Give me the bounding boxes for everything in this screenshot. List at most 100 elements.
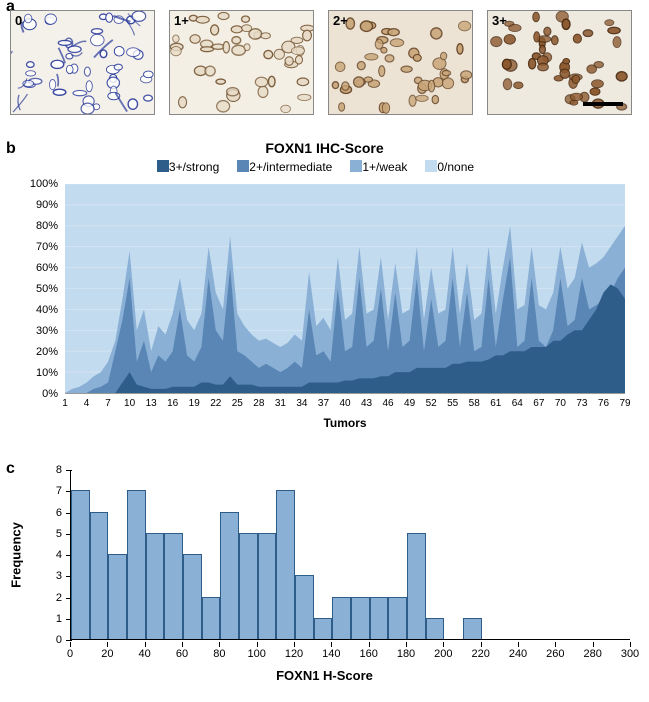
panel-c-xtick: 280 (583, 648, 601, 660)
panel-b-plot (65, 184, 625, 394)
panel-c-xtick: 140 (322, 648, 340, 660)
panel-b-xtick: 43 (361, 398, 372, 409)
histogram-bar (239, 533, 258, 639)
panel-b-legend: 3+/strong 2+/intermediate 1+/weak 0/none (10, 160, 639, 174)
panel-b-title: FOXN1 IHC-Score (10, 140, 639, 156)
histogram-bar (146, 533, 165, 639)
panel-b-xtick: 67 (533, 398, 544, 409)
panel-b: FOXN1 IHC-Score 3+/strong 2+/intermediat… (10, 140, 639, 450)
panel-c-xlabel: FOXN1 H-Score (10, 668, 639, 683)
figure-container: a 01+2+3+ b FOXN1 IHC-Score 3+/strong 2+… (0, 0, 649, 702)
ihc-image-2plus: 2+ (328, 10, 473, 115)
legend-label: 2+/intermediate (249, 160, 332, 174)
panel-b-xtick: 61 (490, 398, 501, 409)
legend-swatch (350, 160, 362, 172)
panel-c: Frequency 012345678 02040608010012014016… (10, 460, 639, 695)
panel-b-xaxis: Tumors 147101316192225283134374043464952… (65, 396, 625, 436)
panel-b-ytick: 90% (36, 199, 58, 211)
legend-label: 0/none (437, 160, 474, 174)
histogram-bar (314, 618, 333, 639)
histogram-bar (183, 554, 202, 639)
panel-c-xtick: 60 (176, 648, 188, 660)
panel-b-xtick: 25 (232, 398, 243, 409)
ihc-image-label: 0 (15, 13, 22, 28)
histogram-bar (388, 597, 407, 640)
histogram-bar (426, 618, 445, 639)
panel-c-ytick: 7 (56, 485, 62, 497)
panel-b-ytick: 60% (36, 262, 58, 274)
panel-b-xtick: 7 (105, 398, 111, 409)
panel-b-xtick: 37 (318, 398, 329, 409)
panel-c-xtick: 200 (434, 648, 452, 660)
panel-c-ytick: 4 (56, 549, 62, 561)
panel-b-xtick: 10 (124, 398, 135, 409)
panel-c-ytick: 2 (56, 592, 62, 604)
histogram-bar (332, 597, 351, 640)
histogram-bar (90, 512, 109, 640)
panel-b-xtick: 28 (253, 398, 264, 409)
panel-b-ytick: 50% (36, 283, 58, 295)
panel-b-xtick: 64 (512, 398, 523, 409)
legend-label: 1+/weak (362, 160, 407, 174)
histogram-bar (295, 575, 314, 639)
histogram-bar (108, 554, 127, 639)
histogram-bar (71, 490, 90, 639)
histogram-bar (220, 512, 239, 640)
panel-b-xtick: 34 (296, 398, 307, 409)
panel-c-xtick: 20 (101, 648, 113, 660)
panel-b-xtick: 76 (598, 398, 609, 409)
panel-c-ytick: 8 (56, 464, 62, 476)
panel-b-xtick: 49 (404, 398, 415, 409)
panel-b-ytick: 100% (30, 178, 58, 190)
panel-b-xtick: 13 (146, 398, 157, 409)
panel-b-xtick: 1 (62, 398, 68, 409)
panel-b-xtick: 46 (383, 398, 394, 409)
histogram-bar (164, 533, 183, 639)
panel-c-xtick: 300 (621, 648, 639, 660)
ihc-image-label: 3+ (492, 13, 507, 28)
histogram-bar (202, 597, 221, 640)
legend-swatch (425, 160, 437, 172)
panel-b-xtick: 52 (426, 398, 437, 409)
histogram-bar (127, 490, 146, 639)
legend-swatch (157, 160, 169, 172)
panel-b-xtick: 55 (447, 398, 458, 409)
panel-a: 0 1+ 2+ 3+ (10, 10, 639, 130)
ihc-image-1plus: 1+ (169, 10, 314, 115)
panel-c-xtick: 120 (285, 648, 303, 660)
legend-label: 3+/strong (169, 160, 219, 174)
panel-b-ytick: 20% (36, 346, 58, 358)
panel-b-xtick: 79 (619, 398, 630, 409)
panel-b-xtick: 70 (555, 398, 566, 409)
histogram-bar (463, 618, 482, 639)
histogram-bar (276, 490, 295, 639)
ihc-image-label: 1+ (174, 13, 189, 28)
panel-b-xtick: 58 (469, 398, 480, 409)
panel-b-ytick: 30% (36, 325, 58, 337)
panel-b-yaxis: 0%10%20%30%40%50%60%70%80%90%100% (10, 184, 62, 394)
panel-b-xtick: 22 (210, 398, 221, 409)
panel-c-xtick: 220 (471, 648, 489, 660)
panel-b-xlabel: Tumors (65, 416, 625, 430)
panel-c-xtick: 160 (359, 648, 377, 660)
panel-c-xtick: 80 (213, 648, 225, 660)
ihc-image-label: 2+ (333, 13, 348, 28)
panel-c-xtick: 240 (509, 648, 527, 660)
panel-c-ytick: 1 (56, 613, 62, 625)
histogram-bar (258, 533, 277, 639)
ihc-image-0: 0 (10, 10, 155, 115)
panel-b-ytick: 70% (36, 241, 58, 253)
panel-c-xtick: 100 (247, 648, 265, 660)
panel-b-xtick: 16 (167, 398, 178, 409)
panel-b-ytick: 0% (42, 388, 58, 400)
panel-c-xtick: 0 (67, 648, 73, 660)
panel-b-xtick: 19 (189, 398, 200, 409)
histogram-bar (370, 597, 389, 640)
panel-c-yaxis: 012345678 (10, 470, 66, 640)
panel-c-ytick: 5 (56, 528, 62, 540)
legend-swatch (237, 160, 249, 172)
panel-c-xtick: 40 (139, 648, 151, 660)
ihc-image-3plus: 3+ (487, 10, 632, 115)
panel-b-xtick: 31 (275, 398, 286, 409)
panel-c-xtick: 260 (546, 648, 564, 660)
